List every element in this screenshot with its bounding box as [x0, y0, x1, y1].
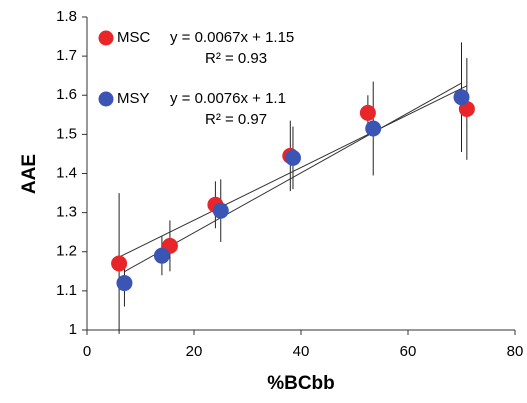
point: [116, 275, 133, 292]
x-tick-label: 0: [83, 343, 91, 360]
point: [212, 202, 229, 219]
point: [153, 247, 170, 264]
y-tick-label: 1.6: [56, 86, 77, 103]
x-tick-label: 20: [186, 343, 203, 360]
legend-label: MSC: [117, 29, 151, 46]
point: [359, 104, 376, 121]
x-tick-label: 60: [400, 343, 417, 360]
y-tick-label: 1.3: [56, 204, 77, 221]
x-axis-title: %BCbb: [267, 373, 335, 394]
trend-equation: y = 0.0076x + 1.1: [170, 90, 286, 107]
y-tick-label: 1.7: [56, 47, 77, 64]
point: [365, 120, 382, 137]
trend-equation: y = 0.0067x + 1.15: [170, 29, 294, 46]
y-tick-label: 1.1: [56, 282, 77, 299]
trend-line: [118, 85, 468, 258]
y-tick-label: 1.2: [56, 243, 77, 260]
y-tick-label: 1.4: [56, 164, 77, 181]
y-tick-label: 1.8: [56, 8, 77, 25]
y-tick-label: 1.5: [56, 125, 77, 142]
legend-label: MSY: [117, 90, 150, 107]
r-squared: R² = 0.97: [205, 111, 267, 128]
trend-line: [124, 82, 462, 273]
y-axis-title: AAE: [19, 154, 40, 194]
x-tick-label: 80: [507, 343, 524, 360]
legend-marker: [98, 91, 114, 107]
y-tick-label: 1: [69, 321, 77, 338]
x-tick-label: 40: [293, 343, 310, 360]
point: [111, 255, 128, 272]
legend-marker: [98, 30, 114, 46]
point: [453, 89, 470, 106]
r-squared: R² = 0.93: [205, 50, 267, 67]
point: [284, 149, 301, 166]
